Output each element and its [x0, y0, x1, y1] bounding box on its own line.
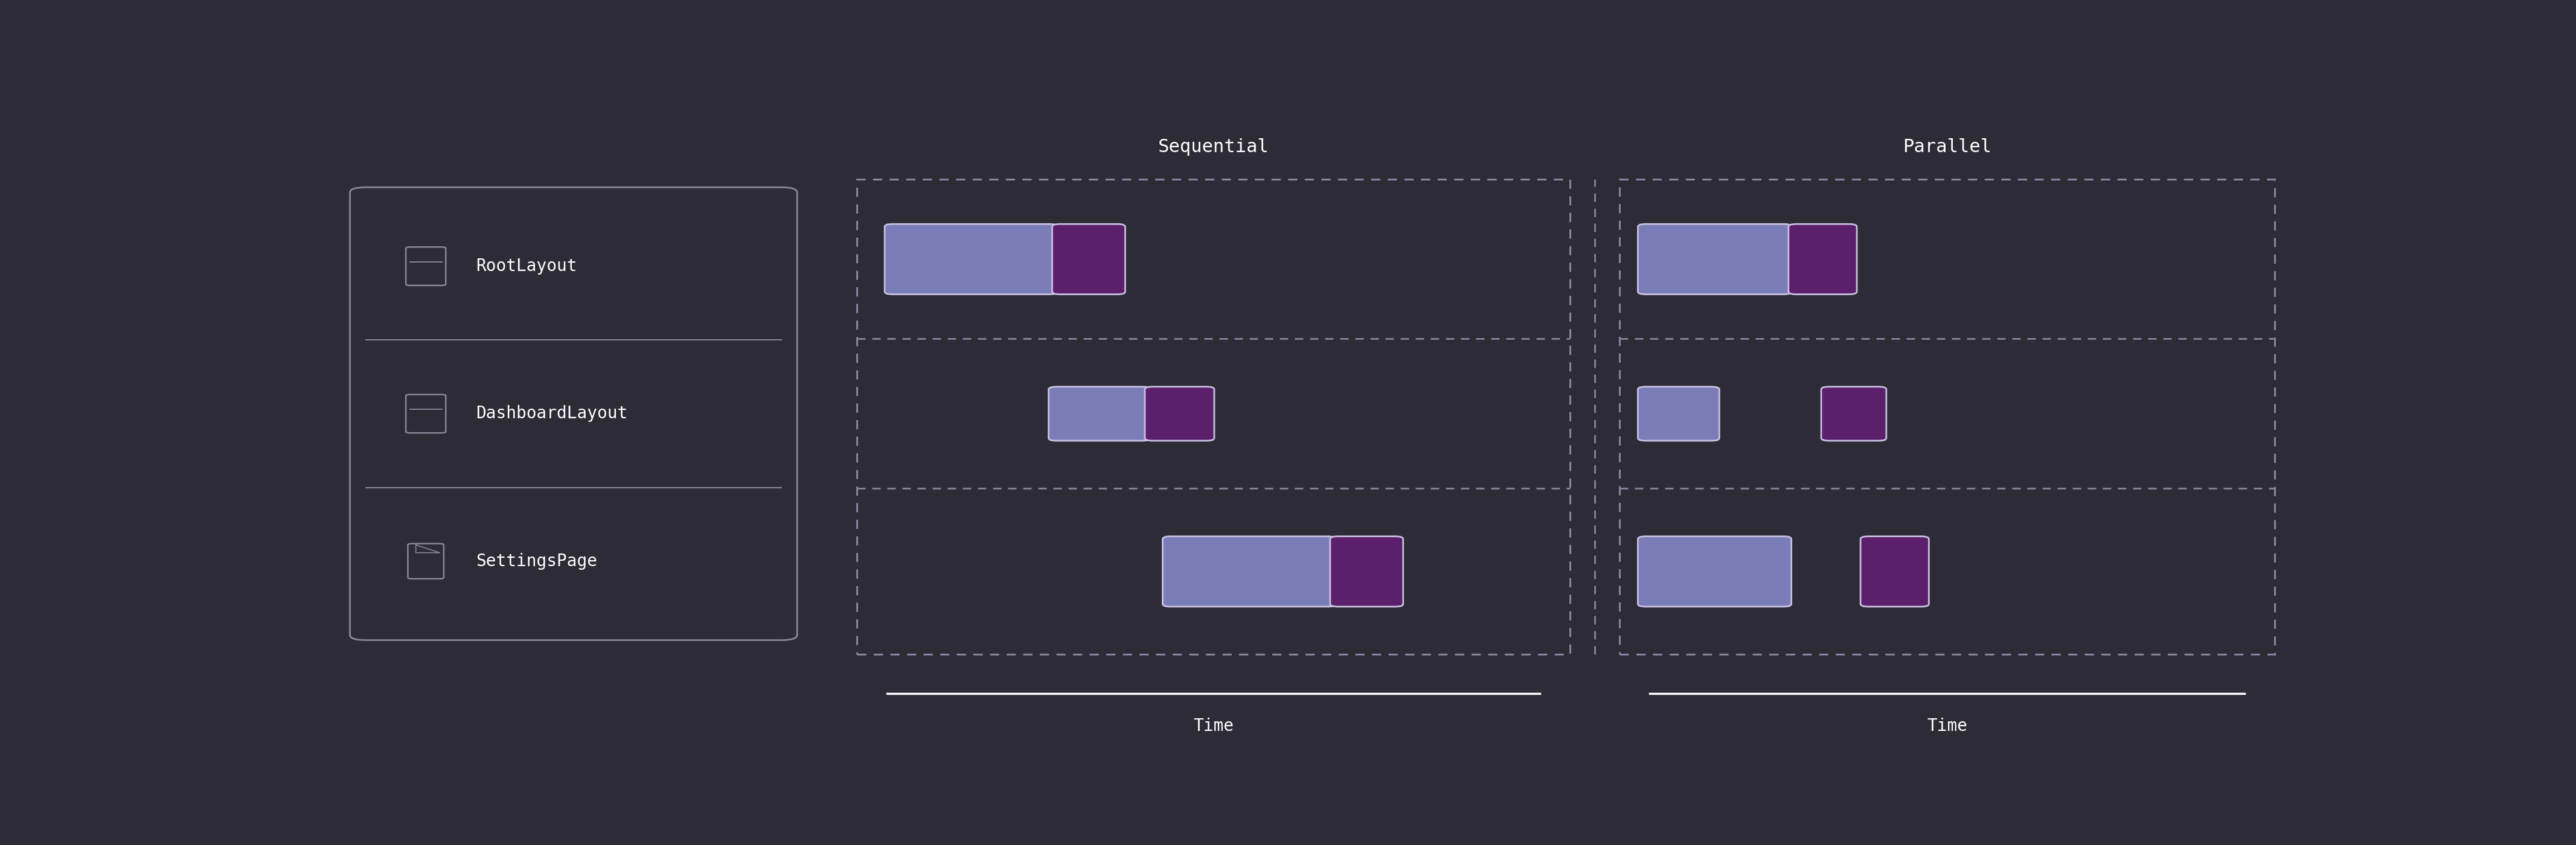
FancyBboxPatch shape	[1788, 224, 1857, 294]
FancyBboxPatch shape	[1821, 387, 1886, 441]
FancyBboxPatch shape	[1144, 387, 1213, 441]
Bar	[858, 179, 1569, 655]
FancyBboxPatch shape	[1638, 224, 1790, 294]
Text: Time: Time	[1193, 717, 1234, 734]
FancyBboxPatch shape	[350, 188, 796, 641]
FancyBboxPatch shape	[1051, 224, 1126, 294]
Bar	[1620, 179, 2275, 655]
FancyBboxPatch shape	[1048, 387, 1149, 441]
FancyBboxPatch shape	[884, 224, 1059, 294]
Text: Time: Time	[1927, 717, 1968, 734]
FancyBboxPatch shape	[1638, 537, 1790, 607]
FancyBboxPatch shape	[1638, 387, 1718, 441]
Text: Sequential: Sequential	[1159, 139, 1270, 155]
FancyBboxPatch shape	[1860, 537, 1929, 607]
FancyBboxPatch shape	[1329, 537, 1404, 607]
Text: SettingsPage: SettingsPage	[477, 553, 598, 570]
Text: DashboardLayout: DashboardLayout	[477, 406, 629, 422]
Text: RootLayout: RootLayout	[477, 258, 577, 275]
Text: Parallel: Parallel	[1904, 139, 1991, 155]
FancyBboxPatch shape	[1162, 537, 1334, 607]
